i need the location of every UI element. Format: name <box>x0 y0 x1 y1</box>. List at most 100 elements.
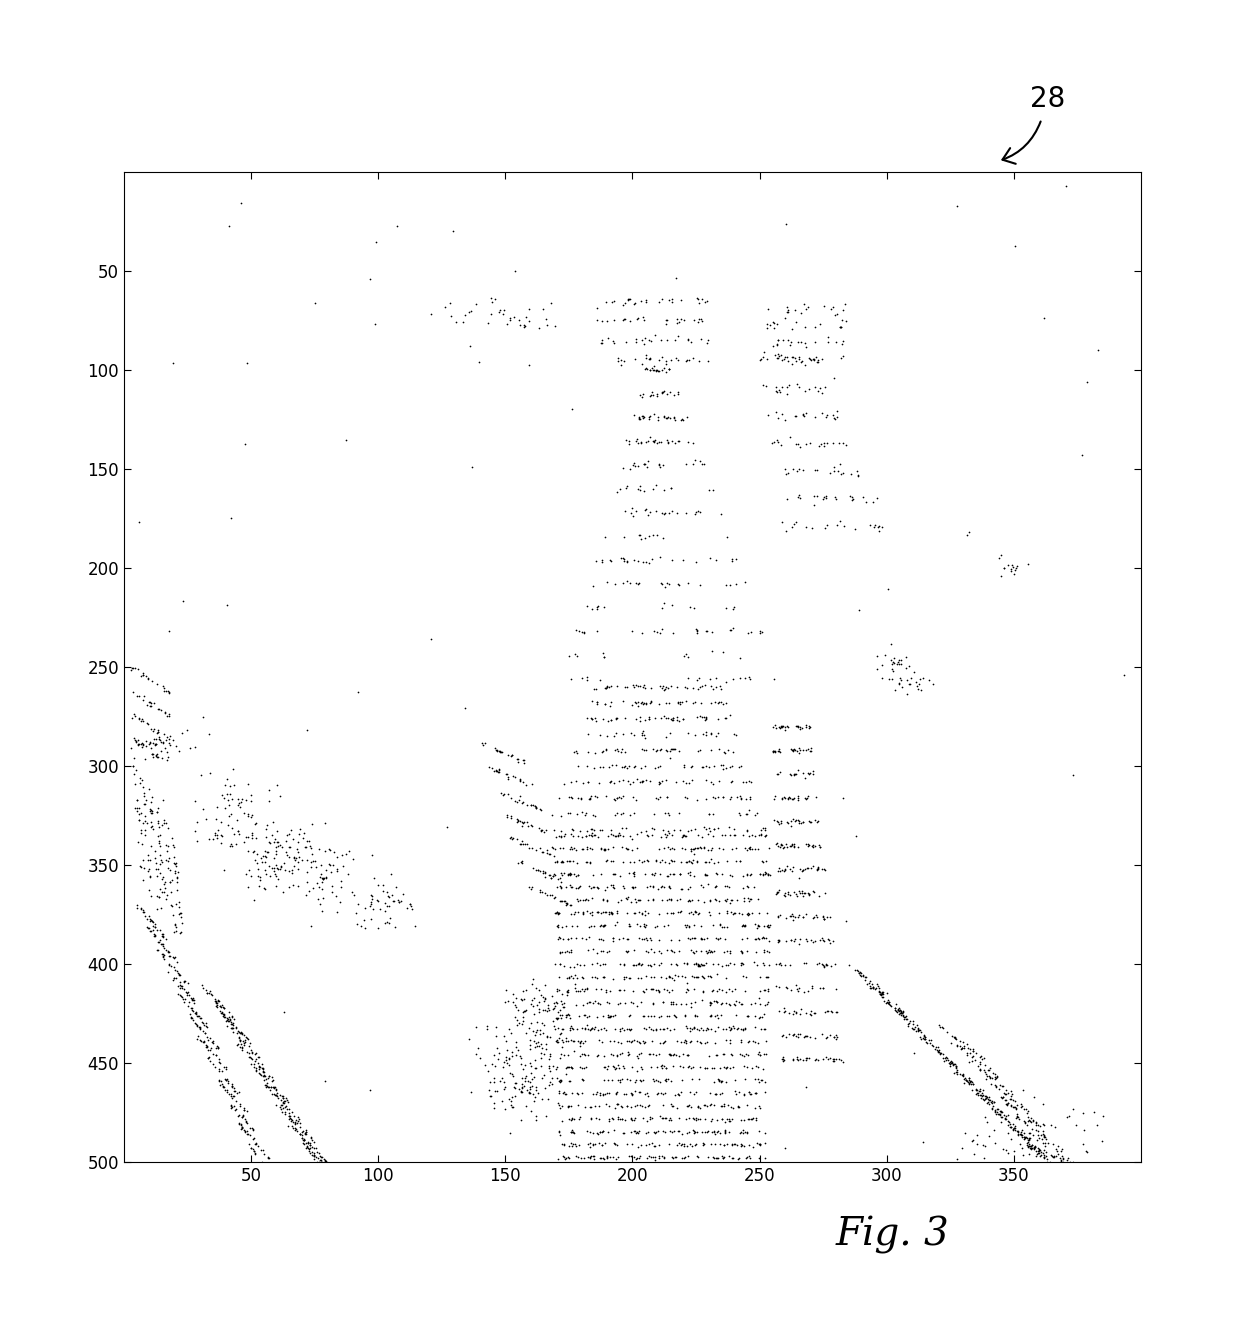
Point <box>590 1082 610 1103</box>
Point <box>775 717 795 738</box>
Point <box>156 680 176 701</box>
Point <box>652 503 672 524</box>
Point <box>676 1004 696 1025</box>
Point <box>594 1018 614 1040</box>
Point <box>588 1007 608 1028</box>
Point <box>1004 564 1024 585</box>
Point <box>657 824 677 845</box>
Point <box>226 1091 246 1112</box>
Point <box>680 349 699 370</box>
Point <box>573 902 593 923</box>
Point <box>231 1114 250 1135</box>
Point <box>882 668 901 690</box>
Point <box>681 996 701 1017</box>
Point <box>729 1148 749 1169</box>
Point <box>781 835 801 856</box>
Point <box>962 1046 982 1067</box>
Point <box>123 658 143 679</box>
Point <box>773 860 792 881</box>
Point <box>642 524 662 546</box>
Point <box>635 725 655 746</box>
Point <box>688 1096 708 1118</box>
Point <box>315 812 335 834</box>
Point <box>701 1018 720 1040</box>
Point <box>697 789 717 810</box>
Point <box>1034 1127 1054 1148</box>
Point <box>275 1102 295 1123</box>
Point <box>159 683 179 704</box>
Point <box>164 847 184 868</box>
Point <box>719 1017 739 1038</box>
Point <box>771 812 791 834</box>
Point <box>629 408 649 429</box>
Point <box>1045 1116 1065 1137</box>
Point <box>676 1108 696 1129</box>
Point <box>701 724 720 745</box>
Point <box>782 318 802 339</box>
Point <box>232 1037 252 1058</box>
Point <box>717 941 737 962</box>
Point <box>525 988 544 1009</box>
Point <box>527 1011 547 1032</box>
Point <box>781 930 801 951</box>
Point <box>713 694 733 715</box>
Point <box>347 913 367 934</box>
Point <box>1022 1137 1042 1159</box>
Point <box>126 731 146 752</box>
Point <box>990 1103 1009 1124</box>
Point <box>632 406 652 427</box>
Point <box>585 742 605 764</box>
Point <box>569 1005 589 1026</box>
Point <box>577 901 596 922</box>
Point <box>631 291 651 312</box>
Point <box>619 1005 639 1026</box>
Point <box>627 309 647 330</box>
Point <box>193 1030 213 1052</box>
Point <box>786 1026 806 1048</box>
Point <box>164 956 184 978</box>
Point <box>135 824 155 845</box>
Point <box>122 708 141 729</box>
Point <box>164 970 184 991</box>
Point <box>904 1018 924 1040</box>
Point <box>572 1057 591 1078</box>
Point <box>681 992 701 1013</box>
Point <box>537 1001 557 1022</box>
Point <box>622 1030 642 1052</box>
Point <box>551 876 570 897</box>
Point <box>595 914 615 935</box>
Point <box>640 359 660 380</box>
Point <box>595 880 615 901</box>
Point <box>797 787 817 808</box>
Point <box>615 741 635 762</box>
Point <box>683 1057 703 1078</box>
Point <box>629 1122 649 1143</box>
Point <box>244 1140 264 1161</box>
Point <box>238 773 258 794</box>
Point <box>627 573 647 594</box>
Point <box>309 838 329 859</box>
Point <box>820 462 839 483</box>
Point <box>800 762 820 783</box>
Point <box>670 902 689 923</box>
Point <box>931 1042 951 1063</box>
Point <box>658 358 678 379</box>
Point <box>565 995 585 1016</box>
Point <box>599 1111 619 1132</box>
Point <box>863 978 883 999</box>
Point <box>697 864 717 885</box>
Point <box>593 329 613 350</box>
Point <box>210 995 229 1016</box>
Point <box>541 885 560 906</box>
Point <box>422 627 441 649</box>
Point <box>986 1066 1006 1087</box>
Point <box>698 1018 718 1040</box>
Point <box>1016 1127 1035 1148</box>
Point <box>594 966 614 987</box>
Point <box>640 708 660 729</box>
Point <box>689 1020 709 1041</box>
Point <box>993 1104 1013 1125</box>
Point <box>156 835 176 856</box>
Point <box>697 1095 717 1116</box>
Point <box>624 1147 644 1168</box>
